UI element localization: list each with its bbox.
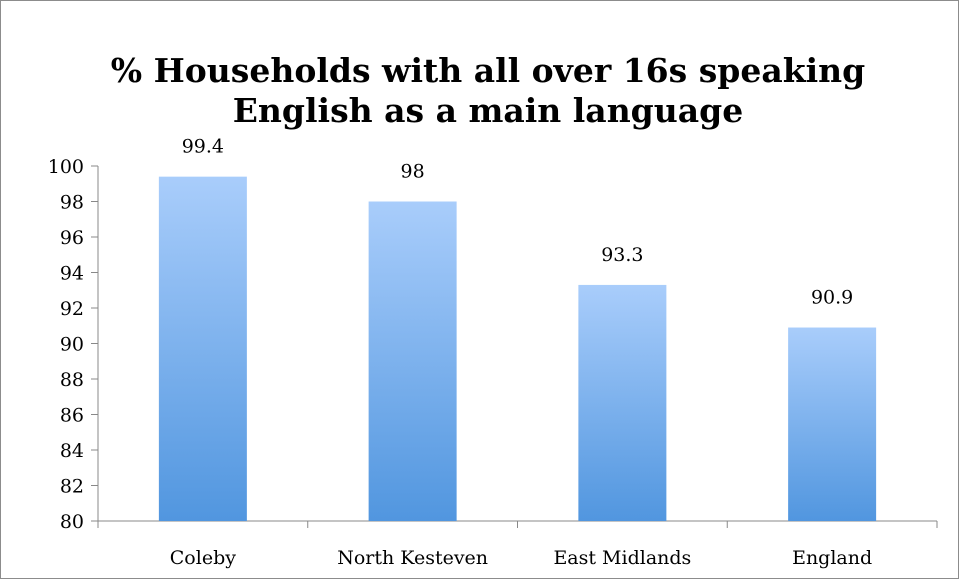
bar-england [788, 327, 877, 521]
y-axis: 80 82 84 86 88 90 92 94 96 98 100 [48, 156, 99, 533]
bar-value-label: 90.9 [811, 287, 853, 309]
bars [158, 176, 877, 521]
x-axis: Coleby North Kesteven East Midlands England [97, 520, 938, 569]
y-tick-label: 94 [60, 263, 84, 285]
bar-value-label: 99.4 [182, 136, 224, 158]
x-category-label: North Kesteven [337, 547, 488, 569]
y-tick-label: 90 [60, 334, 84, 356]
x-category-label: Coleby [170, 547, 236, 569]
y-tick-label: 100 [48, 156, 84, 178]
y-tick-label: 92 [60, 298, 84, 320]
chart-title-line-2: English as a main language [233, 91, 743, 130]
bar-value-label: 93.3 [601, 244, 643, 266]
bar-north-kesteven [368, 201, 457, 521]
y-tick-label: 84 [60, 440, 84, 462]
value-labels: 99.4 98 93.3 90.9 [182, 136, 854, 309]
y-tick-label: 82 [60, 476, 84, 498]
bar-value-label: 98 [401, 161, 425, 183]
y-tick-label: 98 [60, 192, 84, 214]
x-category-label: England [792, 547, 872, 569]
bar-coleby [158, 176, 247, 521]
y-tick-label: 88 [60, 369, 84, 391]
y-tick-label: 80 [60, 511, 84, 533]
y-tick-label: 86 [60, 405, 84, 427]
bar-east-midlands [578, 284, 667, 521]
x-category-label: East Midlands [553, 547, 691, 569]
y-tick-label: 96 [60, 227, 84, 249]
chart-title-line-1: % Households with all over 16s speaking [111, 51, 865, 90]
